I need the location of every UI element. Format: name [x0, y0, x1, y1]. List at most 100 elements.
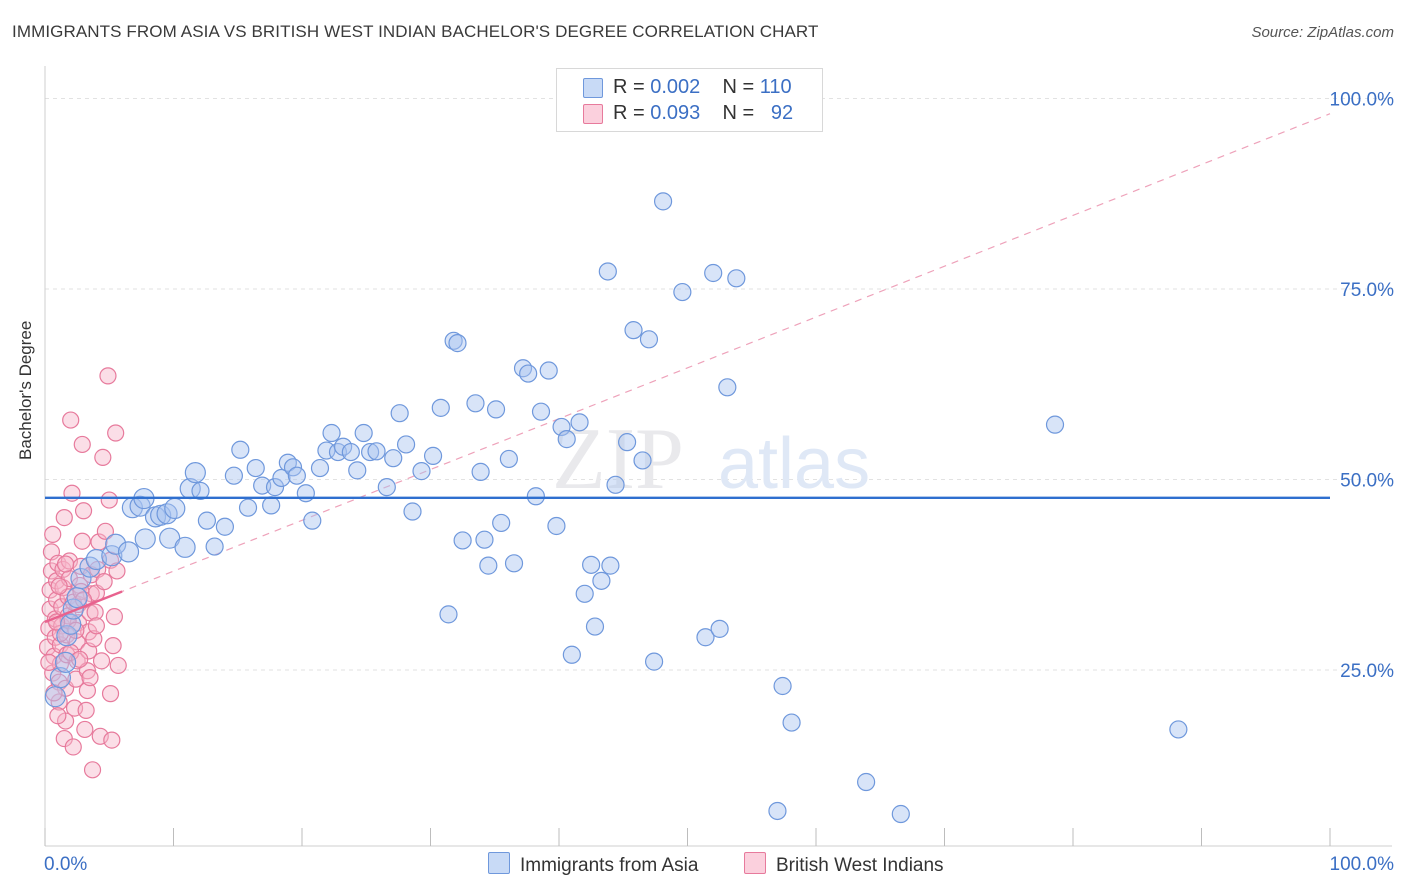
legend-n-label: N = — [722, 102, 755, 124]
point-asia-32 — [246, 458, 265, 478]
point-asia-65 — [471, 462, 490, 481]
point-asia-85 — [592, 571, 611, 590]
point-bwi-74 — [40, 653, 58, 671]
point-asia-44 — [322, 423, 341, 443]
point-asia-81 — [570, 413, 589, 432]
point-asia-90 — [624, 321, 643, 340]
point-bwi-84 — [81, 669, 99, 687]
point-asia-84 — [585, 617, 605, 636]
point-asia-29 — [224, 466, 243, 485]
point-asia-72 — [513, 359, 533, 378]
point-asia-68 — [486, 400, 506, 419]
legend-n-value-bwi: 92 — [770, 102, 794, 124]
point-asia-27 — [205, 537, 224, 556]
point-asia-105 — [891, 804, 910, 824]
legend-swatch-bwi — [583, 104, 603, 124]
point-asia-83 — [582, 555, 601, 574]
point-asia-11 — [105, 533, 127, 555]
point-asia-20 — [159, 527, 181, 549]
point-asia-39 — [287, 466, 306, 485]
point-asia-69 — [492, 513, 511, 533]
point-asia-67 — [479, 556, 498, 575]
point-asia-24 — [184, 462, 206, 484]
point-asia-97 — [704, 263, 723, 283]
point-asia-100 — [727, 269, 746, 288]
correlation-legend: R = 0.002 N = 110 R = 0.093 N = 92 — [556, 68, 823, 132]
point-bwi-61 — [92, 652, 111, 670]
point-asia-25 — [191, 481, 210, 501]
point-asia-50 — [361, 442, 380, 462]
point-bwi-70 — [105, 608, 123, 626]
y-tick-label-50: 50.0% — [1340, 471, 1394, 492]
point-asia-28 — [215, 517, 234, 536]
point-asia-107 — [1169, 720, 1188, 739]
point-bwi-33 — [64, 738, 82, 756]
point-asia-56 — [403, 502, 422, 521]
point-asia-40 — [296, 484, 315, 503]
point-bwi-62 — [94, 448, 112, 467]
legend-r-label: R = — [613, 76, 645, 98]
y-axis-title: Bachelor's Degree — [16, 320, 35, 460]
bottom-legend-label-bwi: British West Indians — [776, 855, 944, 876]
point-bwi-88 — [56, 555, 75, 573]
point-bwi-73 — [109, 656, 127, 675]
point-bwi-69 — [104, 637, 122, 655]
point-asia-59 — [431, 398, 450, 417]
point-asia-103 — [782, 713, 801, 732]
point-asia-66 — [475, 530, 494, 549]
point-asia-77 — [547, 516, 566, 536]
point-bwi-31 — [62, 411, 80, 429]
legend-r-label: R = — [613, 102, 645, 124]
point-asia-74 — [526, 487, 545, 506]
legend-n-value-asia: 110 — [759, 76, 792, 98]
point-asia-6 — [66, 587, 88, 609]
x-tick-label-100: 100.0% — [1330, 854, 1395, 875]
point-bwi-6 — [44, 525, 62, 543]
legend-r-value-bwi: 0.093 — [650, 102, 701, 124]
grid-lines — [45, 98, 1392, 671]
point-asia-19 — [156, 503, 178, 525]
point-bwi-76 — [49, 707, 67, 725]
point-asia-75 — [531, 402, 551, 421]
watermark: ZIP atlas — [552, 411, 870, 508]
point-bwi-63 — [96, 522, 114, 540]
point-bwi-91 — [95, 573, 113, 591]
point-asia-93 — [644, 652, 664, 671]
point-bwi-54 — [83, 761, 102, 779]
point-bwi-55 — [85, 630, 103, 648]
point-bwi-44 — [74, 502, 93, 520]
point-bwi-67 — [101, 685, 120, 703]
point-asia-76 — [539, 361, 558, 380]
point-bwi-77 — [55, 508, 73, 527]
point-asia-89 — [618, 433, 637, 452]
point-bwi-42 — [73, 532, 91, 550]
point-bwi-47 — [78, 681, 97, 700]
point-asia-94 — [653, 192, 673, 211]
point-asia-57 — [412, 462, 431, 481]
point-bwi-86 — [50, 577, 68, 595]
point-bwi-46 — [77, 701, 95, 719]
point-bwi-3 — [41, 581, 59, 599]
point-asia-99 — [718, 378, 737, 397]
point-asia-54 — [390, 404, 409, 423]
point-asia-48 — [348, 461, 367, 480]
legend-n-label: N = — [722, 76, 755, 98]
point-bwi-71 — [107, 424, 125, 442]
point-asia-58 — [423, 446, 443, 465]
trend-bwi — [44, 590, 123, 624]
trend-bwi-dashed — [44, 113, 1331, 623]
bottom-legend-asia: Immigrants from Asia — [488, 852, 698, 877]
point-bwi-35 — [67, 670, 85, 688]
point-asia-31 — [238, 498, 258, 517]
point-asia-2 — [54, 651, 77, 673]
point-asia-73 — [519, 364, 538, 383]
y-tick-label-100: 100.0% — [1330, 90, 1395, 111]
point-asia-41 — [303, 511, 322, 530]
point-asia-42 — [310, 458, 330, 478]
point-bwi-43 — [73, 435, 91, 454]
point-asia-91 — [633, 451, 652, 470]
point-asia-52 — [377, 478, 396, 497]
point-asia-35 — [265, 478, 285, 497]
point-asia-3 — [56, 625, 78, 647]
point-bwi-65 — [100, 491, 118, 509]
